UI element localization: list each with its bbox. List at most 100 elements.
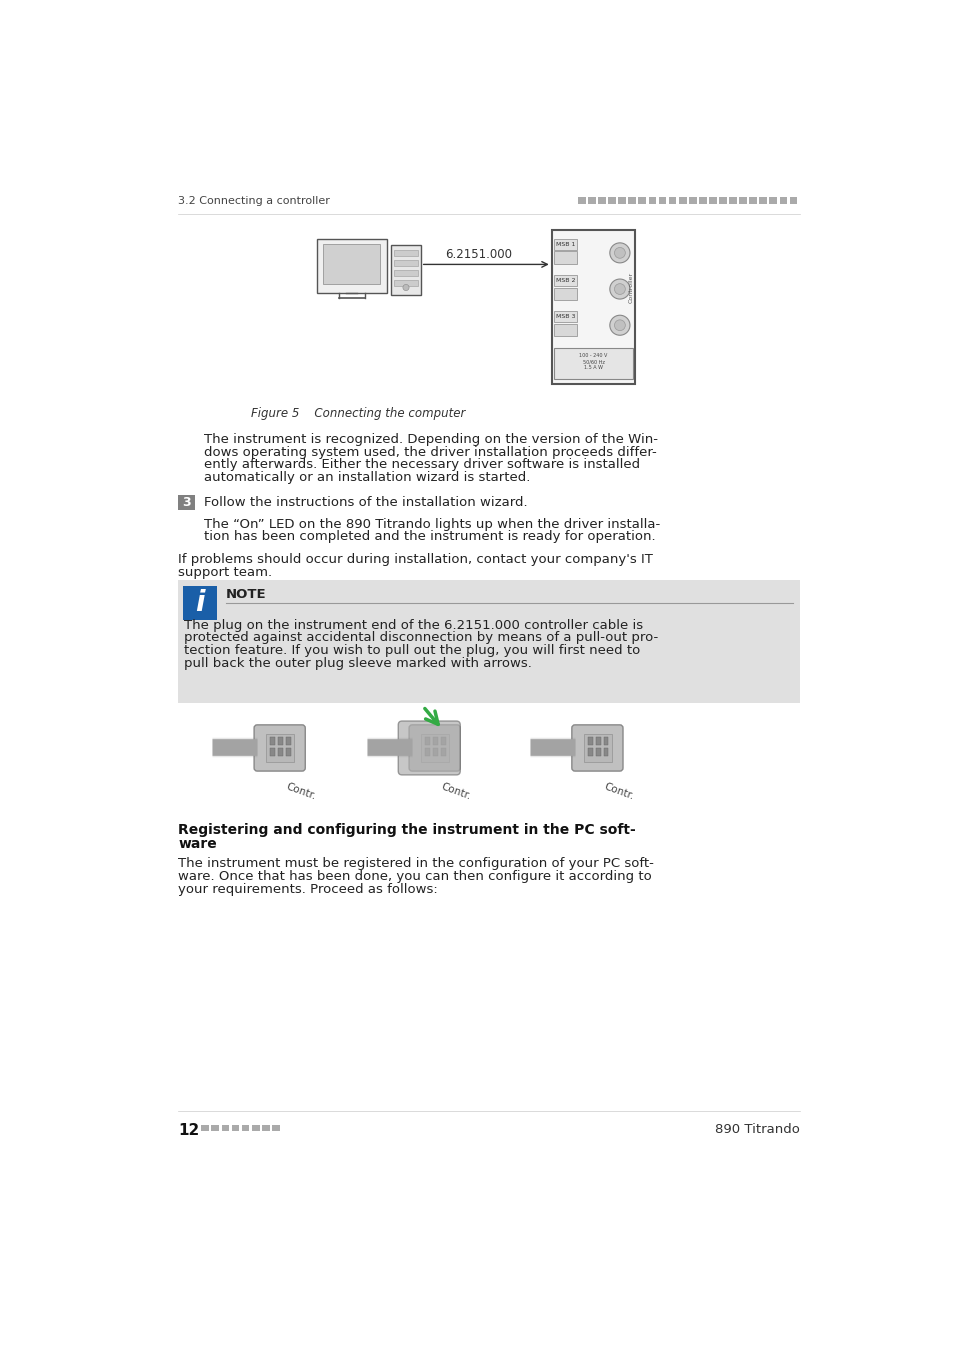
Bar xyxy=(603,748,608,756)
Bar xyxy=(679,197,686,204)
Circle shape xyxy=(614,320,624,331)
Bar xyxy=(638,197,645,204)
Bar xyxy=(425,737,430,745)
Bar xyxy=(596,748,599,756)
Text: protected against accidental disconnection by means of a pull-out pro-: protected against accidental disconnecti… xyxy=(184,632,658,644)
Text: tection feature. If you wish to pull out the plug, you will first need to: tection feature. If you wish to pull out… xyxy=(184,644,639,657)
Bar xyxy=(323,244,380,285)
Bar xyxy=(648,197,656,204)
Bar xyxy=(266,734,294,761)
Bar xyxy=(551,230,635,383)
Circle shape xyxy=(609,316,629,335)
Bar xyxy=(603,737,608,745)
Bar xyxy=(628,197,636,204)
Bar xyxy=(578,197,585,204)
Bar xyxy=(708,197,716,204)
Bar xyxy=(598,197,605,204)
Bar xyxy=(270,737,274,745)
Bar xyxy=(212,1126,219,1131)
Bar xyxy=(278,748,282,756)
Bar xyxy=(391,246,420,296)
Bar xyxy=(433,748,437,756)
Text: 50/60 Hz: 50/60 Hz xyxy=(582,359,604,364)
Bar xyxy=(201,1126,209,1131)
Text: 12: 12 xyxy=(178,1123,199,1138)
Text: 890 Titrando: 890 Titrando xyxy=(714,1123,799,1135)
Circle shape xyxy=(609,279,629,300)
Text: Contr.: Contr. xyxy=(439,782,473,802)
Text: If problems should occur during installation, contact your company's IT: If problems should occur during installa… xyxy=(178,554,653,566)
Bar xyxy=(221,1126,229,1131)
Bar xyxy=(554,251,577,263)
Bar xyxy=(178,580,799,703)
Bar xyxy=(759,197,766,204)
Text: The instrument is recognized. Depending on the version of the Win-: The instrument is recognized. Depending … xyxy=(204,433,658,446)
Bar xyxy=(728,197,736,204)
Text: your requirements. Proceed as follows:: your requirements. Proceed as follows: xyxy=(178,883,437,895)
Text: 3.2 Connecting a controller: 3.2 Connecting a controller xyxy=(178,196,330,205)
Bar xyxy=(688,197,696,204)
Bar xyxy=(587,748,592,756)
Text: Contr.: Contr. xyxy=(602,782,635,802)
Bar xyxy=(554,312,577,323)
Bar xyxy=(618,197,625,204)
Bar xyxy=(394,250,417,256)
Text: support team.: support team. xyxy=(178,566,272,579)
Text: 3: 3 xyxy=(182,495,191,509)
Bar xyxy=(748,197,757,204)
Bar xyxy=(554,239,577,250)
Circle shape xyxy=(614,284,624,294)
Text: ently afterwards. Either the necessary driver software is installed: ently afterwards. Either the necessary d… xyxy=(204,459,640,471)
Bar xyxy=(719,197,726,204)
Bar xyxy=(583,734,612,761)
Bar xyxy=(668,197,676,204)
Circle shape xyxy=(614,247,624,258)
Bar xyxy=(554,275,577,286)
Text: Registering and configuring the instrument in the PC soft-: Registering and configuring the instrume… xyxy=(178,822,636,837)
Bar xyxy=(425,748,430,756)
Bar xyxy=(554,288,577,300)
Text: The “On” LED on the 890 Titrando lights up when the driver installa-: The “On” LED on the 890 Titrando lights … xyxy=(204,518,660,531)
Bar xyxy=(554,324,577,336)
Bar xyxy=(440,737,445,745)
Bar xyxy=(241,1126,249,1131)
Text: pull back the outer plug sleeve marked with arrows.: pull back the outer plug sleeve marked w… xyxy=(184,656,532,670)
Text: 100 - 240 V: 100 - 240 V xyxy=(578,352,607,358)
Bar xyxy=(739,197,746,204)
Text: 1.5 A W: 1.5 A W xyxy=(583,366,602,370)
Bar xyxy=(769,197,777,204)
Bar xyxy=(587,737,592,745)
Bar xyxy=(278,737,282,745)
FancyBboxPatch shape xyxy=(253,725,305,771)
Bar xyxy=(433,737,437,745)
Bar xyxy=(286,748,291,756)
Text: ware: ware xyxy=(178,837,216,850)
Text: i: i xyxy=(195,589,204,617)
Text: The plug on the instrument end of the 6.2151.000 controller cable is: The plug on the instrument end of the 6.… xyxy=(184,618,643,632)
FancyBboxPatch shape xyxy=(571,725,622,771)
Bar xyxy=(440,748,445,756)
Bar xyxy=(658,197,666,204)
Text: Contr.: Contr. xyxy=(285,782,317,802)
Text: Follow the instructions of the installation wizard.: Follow the instructions of the installat… xyxy=(204,495,528,509)
Bar xyxy=(587,197,596,204)
Text: NOTE: NOTE xyxy=(226,587,267,601)
FancyBboxPatch shape xyxy=(397,721,459,775)
Text: The instrument must be registered in the configuration of your PC soft-: The instrument must be registered in the… xyxy=(178,857,654,871)
Bar xyxy=(272,1126,279,1131)
Bar xyxy=(394,279,417,286)
Text: Controller: Controller xyxy=(628,273,633,304)
Bar xyxy=(789,197,797,204)
Bar xyxy=(394,259,417,266)
Text: 6.2151.000: 6.2151.000 xyxy=(444,248,512,261)
Bar xyxy=(554,348,633,379)
Bar xyxy=(421,734,449,761)
Bar xyxy=(316,239,386,293)
Bar xyxy=(261,1126,270,1131)
Bar xyxy=(596,737,599,745)
Bar xyxy=(252,1126,259,1131)
Text: ware. Once that has been done, you can then configure it according to: ware. Once that has been done, you can t… xyxy=(178,869,651,883)
Bar xyxy=(178,494,195,510)
Bar xyxy=(779,197,786,204)
Circle shape xyxy=(402,285,409,290)
